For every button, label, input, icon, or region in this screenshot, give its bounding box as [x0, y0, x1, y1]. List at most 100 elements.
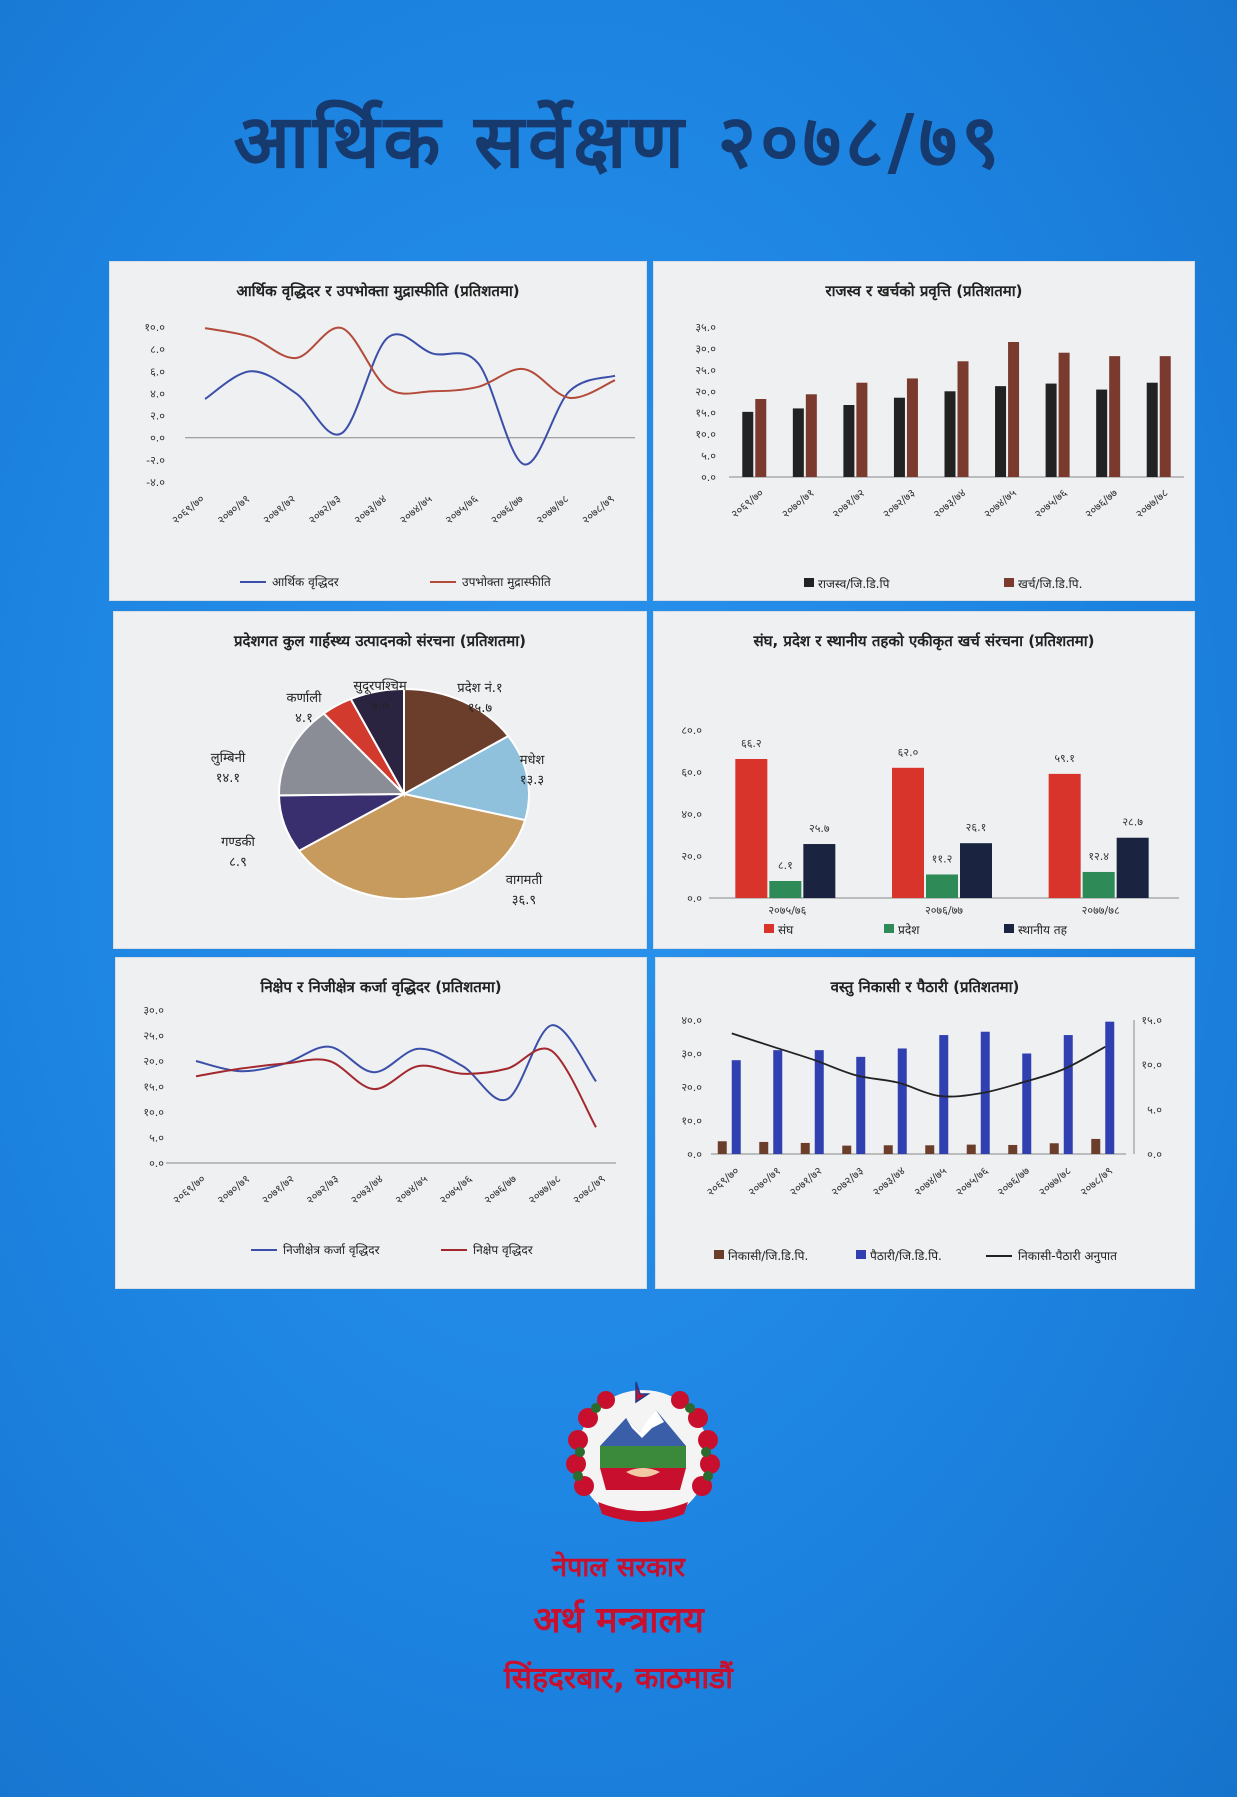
slice-value: १३.३ — [520, 773, 544, 788]
x-tick-label: २०७५/७६ — [1032, 486, 1070, 521]
bar-value-label: ६६.२ — [741, 737, 762, 750]
bar — [944, 391, 956, 477]
series-line — [731, 1032, 1106, 1098]
pie-slice — [278, 712, 407, 797]
x-tick-label: २०७१/७२ — [259, 1172, 296, 1206]
legend-label: निक्षेप वृद्धिदर — [473, 1243, 534, 1258]
x-tick-label: २०७६/७७ — [995, 1164, 1033, 1199]
slice-label: कर्णाली — [287, 690, 323, 706]
y-tick-label: २०.० — [695, 385, 716, 398]
slice-label: प्रदेश नं.१ — [457, 680, 502, 696]
bar — [792, 408, 804, 477]
x-tick-label: २०७३/७४ — [931, 486, 969, 521]
x-tick-label: २०७०/७१ — [779, 486, 816, 520]
bar — [906, 378, 918, 477]
bar-value-label: ५९.१ — [1054, 752, 1075, 765]
x-tick-label: २०७०/७१ — [215, 1172, 252, 1206]
slice-label: लुम्बिनी — [211, 750, 246, 766]
y-tick-label: २०.० — [681, 850, 702, 863]
y-tick-label: १०.० — [1141, 1059, 1162, 1072]
legend-swatch — [856, 1250, 866, 1259]
bar — [892, 767, 924, 898]
panel-provincial: प्रदेशगत कुल गार्हस्थ्य उत्पादनको संरचना… — [114, 612, 646, 948]
panel-deposit: निक्षेप र निजीक्षेत्र कर्जा वृद्धिदर (प्… — [116, 958, 646, 1288]
government-name: नेपाल सरकार — [551, 1552, 686, 1583]
bar — [995, 386, 1007, 477]
bar — [773, 1050, 783, 1154]
x-tick-label: २०७३/७४ — [352, 492, 390, 527]
y-tick-label: ०.० — [1147, 1148, 1162, 1161]
legend-label: पैठारी/जि.डि.पि. — [870, 1249, 942, 1263]
y-tick-label: १५.० — [695, 407, 716, 420]
bar — [803, 844, 836, 898]
pie-slice — [349, 687, 405, 798]
bar — [1045, 383, 1057, 477]
bar — [800, 1142, 810, 1154]
x-tick-label: २०७१/७२ — [261, 492, 298, 526]
x-tick-label: २०७०/७१ — [215, 492, 252, 526]
bar — [1048, 773, 1081, 898]
y-tick-label: १५.० — [1141, 1014, 1162, 1027]
panel-trade: वस्तु निकासी र पैठारी (प्रतिशतमा) ४०.० ३०.… — [656, 958, 1194, 1288]
x-tick-label: २०७७/७८ — [526, 1172, 564, 1207]
bar — [759, 1141, 769, 1154]
bar — [856, 382, 868, 477]
bar — [883, 1145, 893, 1154]
x-tick-label: २०७२/७३ — [306, 492, 343, 526]
pie-slice — [401, 734, 530, 822]
y-tick-label: ५.० — [1147, 1103, 1162, 1116]
x-tick-label: २०६९/७० — [704, 1164, 742, 1199]
y-tick-label: २.० — [150, 410, 165, 423]
y-tick-label: १५.० — [143, 1081, 164, 1094]
bar-value-label: २८.७ — [1122, 816, 1143, 829]
bar — [1109, 356, 1121, 477]
chart-title: वस्तु निकासी र पैठारी (प्रतिशतमा) — [830, 978, 1020, 997]
x-tick-label: २०७१/७२ — [830, 486, 867, 520]
x-tick-label: २०७६/७७ — [482, 1172, 520, 1207]
chart-title: आर्थिक वृद्धिदर र उपभोक्ता मुद्रास्फीति … — [236, 282, 519, 301]
x-tick-label: २०७८/७९ — [570, 1172, 607, 1206]
slice-value: ७.० — [371, 699, 389, 714]
bar — [814, 1050, 824, 1154]
slice-label: गण्डकी — [221, 834, 255, 850]
y-tick-label: ५.० — [701, 450, 716, 463]
y-tick-label: ३०.० — [143, 1004, 164, 1017]
nepal-emblem-icon — [566, 1381, 720, 1522]
y-tick-label: ०.० — [687, 1148, 702, 1161]
bar — [957, 361, 969, 477]
chart-growth: आर्थिक वृद्धिदर र उपभोक्ता मुद्रास्फीति … — [144, 282, 635, 590]
bar — [755, 399, 767, 477]
bar-value-label: २५.७ — [809, 822, 830, 835]
series-line — [195, 1047, 597, 1128]
bar — [1159, 356, 1171, 477]
y-tick-label: ४.० — [150, 387, 165, 400]
chart-provincial: प्रदेशगत कुल गार्हस्थ्य उत्पादनको संरचना… — [211, 632, 546, 908]
ministry-address: सिंहदरबार, काठमाडौं — [504, 1661, 733, 1696]
y-tick-label: ८०.० — [681, 724, 702, 737]
bar — [925, 1145, 935, 1154]
bar — [856, 1056, 866, 1154]
bar — [1008, 1144, 1018, 1154]
slice-label: वागमती — [506, 872, 543, 888]
y-tick-label: २५.० — [695, 364, 716, 377]
legend-label: निजीक्षेत्र कर्जा वृद्धिदर — [283, 1243, 381, 1258]
panel-expenditure: संघ, प्रदेश र स्थानीय तहको एकीकृत खर्च स… — [654, 612, 1194, 948]
x-tick-label: २०७३/७४ — [870, 1164, 908, 1199]
y-tick-label: १०.० — [144, 321, 165, 334]
bar — [1008, 342, 1020, 477]
bar-value-label: ६२.० — [898, 746, 919, 759]
y-tick-label: ०.० — [149, 1157, 164, 1170]
bar — [897, 1048, 907, 1154]
x-tick-label: २०७५/७६ — [443, 492, 481, 527]
bar — [1105, 1021, 1115, 1154]
legend-label: खर्च/जि.डि.पि. — [1018, 577, 1082, 591]
series-line — [204, 333, 616, 466]
legend-label: आर्थिक वृद्धिदर — [272, 575, 340, 590]
slice-value: ३६.९ — [512, 893, 536, 908]
ministry-name: अर्थ मन्त्रालय — [533, 1600, 704, 1641]
bar — [960, 843, 992, 898]
y-tick-label: ६.० — [150, 365, 165, 378]
x-tick-label: २०७७/७८ — [1133, 486, 1171, 521]
y-tick-label: ०.० — [150, 432, 165, 445]
